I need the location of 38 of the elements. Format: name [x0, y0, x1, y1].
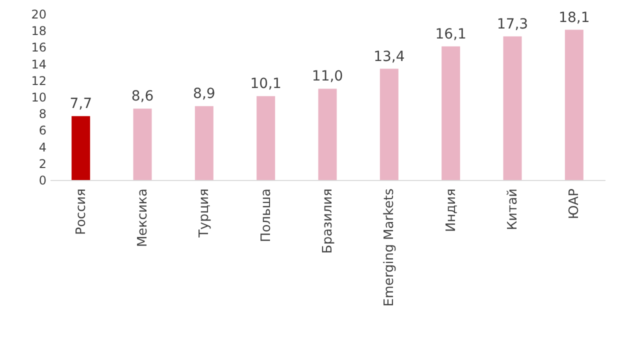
- y-tick-label: 2: [38, 156, 46, 171]
- x-tick-label: ЮАР: [567, 188, 582, 220]
- x-tick-label: Индия: [444, 188, 459, 232]
- data-label: 8,6: [131, 88, 154, 105]
- data-label: 7,7: [70, 96, 92, 112]
- y-tick-label: 20: [31, 8, 46, 22]
- bar: [503, 36, 522, 180]
- bar: [194, 106, 214, 180]
- y-tick-label: 14: [31, 57, 46, 72]
- x-tick-label: Турция: [197, 188, 212, 239]
- x-tick-label: Emerging Markets: [382, 188, 398, 306]
- bar: [442, 46, 460, 180]
- x-tick-label: Китай: [506, 188, 520, 230]
- x-tick-label: Россия: [74, 188, 89, 235]
- bar: [318, 88, 337, 180]
- y-tick-label: 6: [38, 124, 46, 138]
- bar: [256, 96, 276, 180]
- data-label: 8,9: [193, 86, 216, 102]
- bar: [72, 116, 90, 180]
- y-tick-label: 8: [38, 107, 46, 122]
- y-tick-label: 4: [38, 140, 46, 154]
- y-tick-label: 16: [31, 40, 46, 55]
- y-tick-label: 0: [38, 174, 46, 188]
- y-tick-label: 12: [31, 74, 46, 88]
- data-label: 17,3: [496, 16, 528, 32]
- data-label: 11,0: [312, 68, 344, 85]
- x-tick-label: Мексика: [136, 188, 150, 247]
- data-label: 13,4: [374, 48, 405, 65]
- bar: [564, 30, 584, 180]
- data-label: 18,1: [558, 10, 590, 26]
- data-label: 16,1: [435, 26, 466, 42]
- bar: [133, 108, 152, 180]
- y-tick-label: 10: [31, 90, 46, 104]
- data-label: 10,1: [250, 76, 282, 92]
- x-tick-label: Бразилия: [320, 188, 336, 254]
- bar: [380, 68, 398, 180]
- x-tick-label: Польша: [258, 188, 274, 242]
- y-tick-label: 18: [31, 24, 46, 38]
